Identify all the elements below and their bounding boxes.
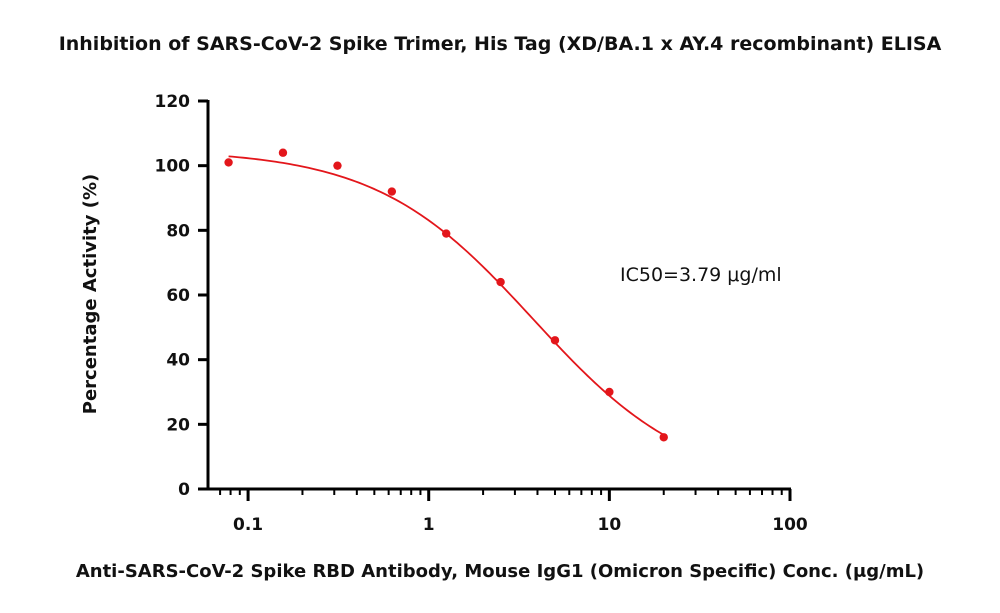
y-tick-label: 100	[155, 157, 191, 177]
y-axis-label: Percentage Activity (%)	[80, 174, 101, 414]
data-point	[496, 277, 505, 287]
x-axis: 0.1 1 10 100	[207, 487, 808, 535]
x-axis-label: Anti-SARS-CoV-2 Spike RBD Antibody, Mous…	[76, 561, 924, 582]
y-tick-label: 40	[166, 351, 190, 371]
fit-curve	[228, 155, 665, 436]
data-point	[387, 187, 397, 196]
data-point	[659, 433, 668, 442]
y-tick-label: 80	[166, 221, 190, 241]
y-ticks: 0 20 40 60 80 100 120	[155, 92, 208, 500]
x-ticks: 0.1 1 10 100	[219, 489, 808, 535]
y-tick-label: 120	[155, 92, 191, 112]
data-point	[278, 148, 288, 157]
y-tick-label: 0	[178, 480, 190, 500]
data-point	[550, 336, 560, 345]
x-tick-label: 0.1	[233, 515, 263, 535]
data-point	[605, 387, 614, 397]
data-point	[224, 158, 233, 167]
data-point	[442, 229, 451, 238]
x-tick-label: 1	[423, 515, 435, 535]
y-axis: 0 20 40 60 80 100 120	[155, 92, 210, 500]
data-points	[224, 148, 668, 442]
data-point	[333, 161, 342, 170]
x-tick-label: 10	[598, 515, 622, 535]
chart-title: Inhibition of SARS-CoV-2 Spike Trimer, H…	[59, 33, 942, 55]
x-tick-label: 100	[772, 515, 808, 535]
ic50-annotation: IC50=3.79 μg/ml	[620, 264, 782, 286]
y-tick-label: 20	[166, 415, 190, 435]
y-tick-label: 60	[166, 286, 190, 306]
